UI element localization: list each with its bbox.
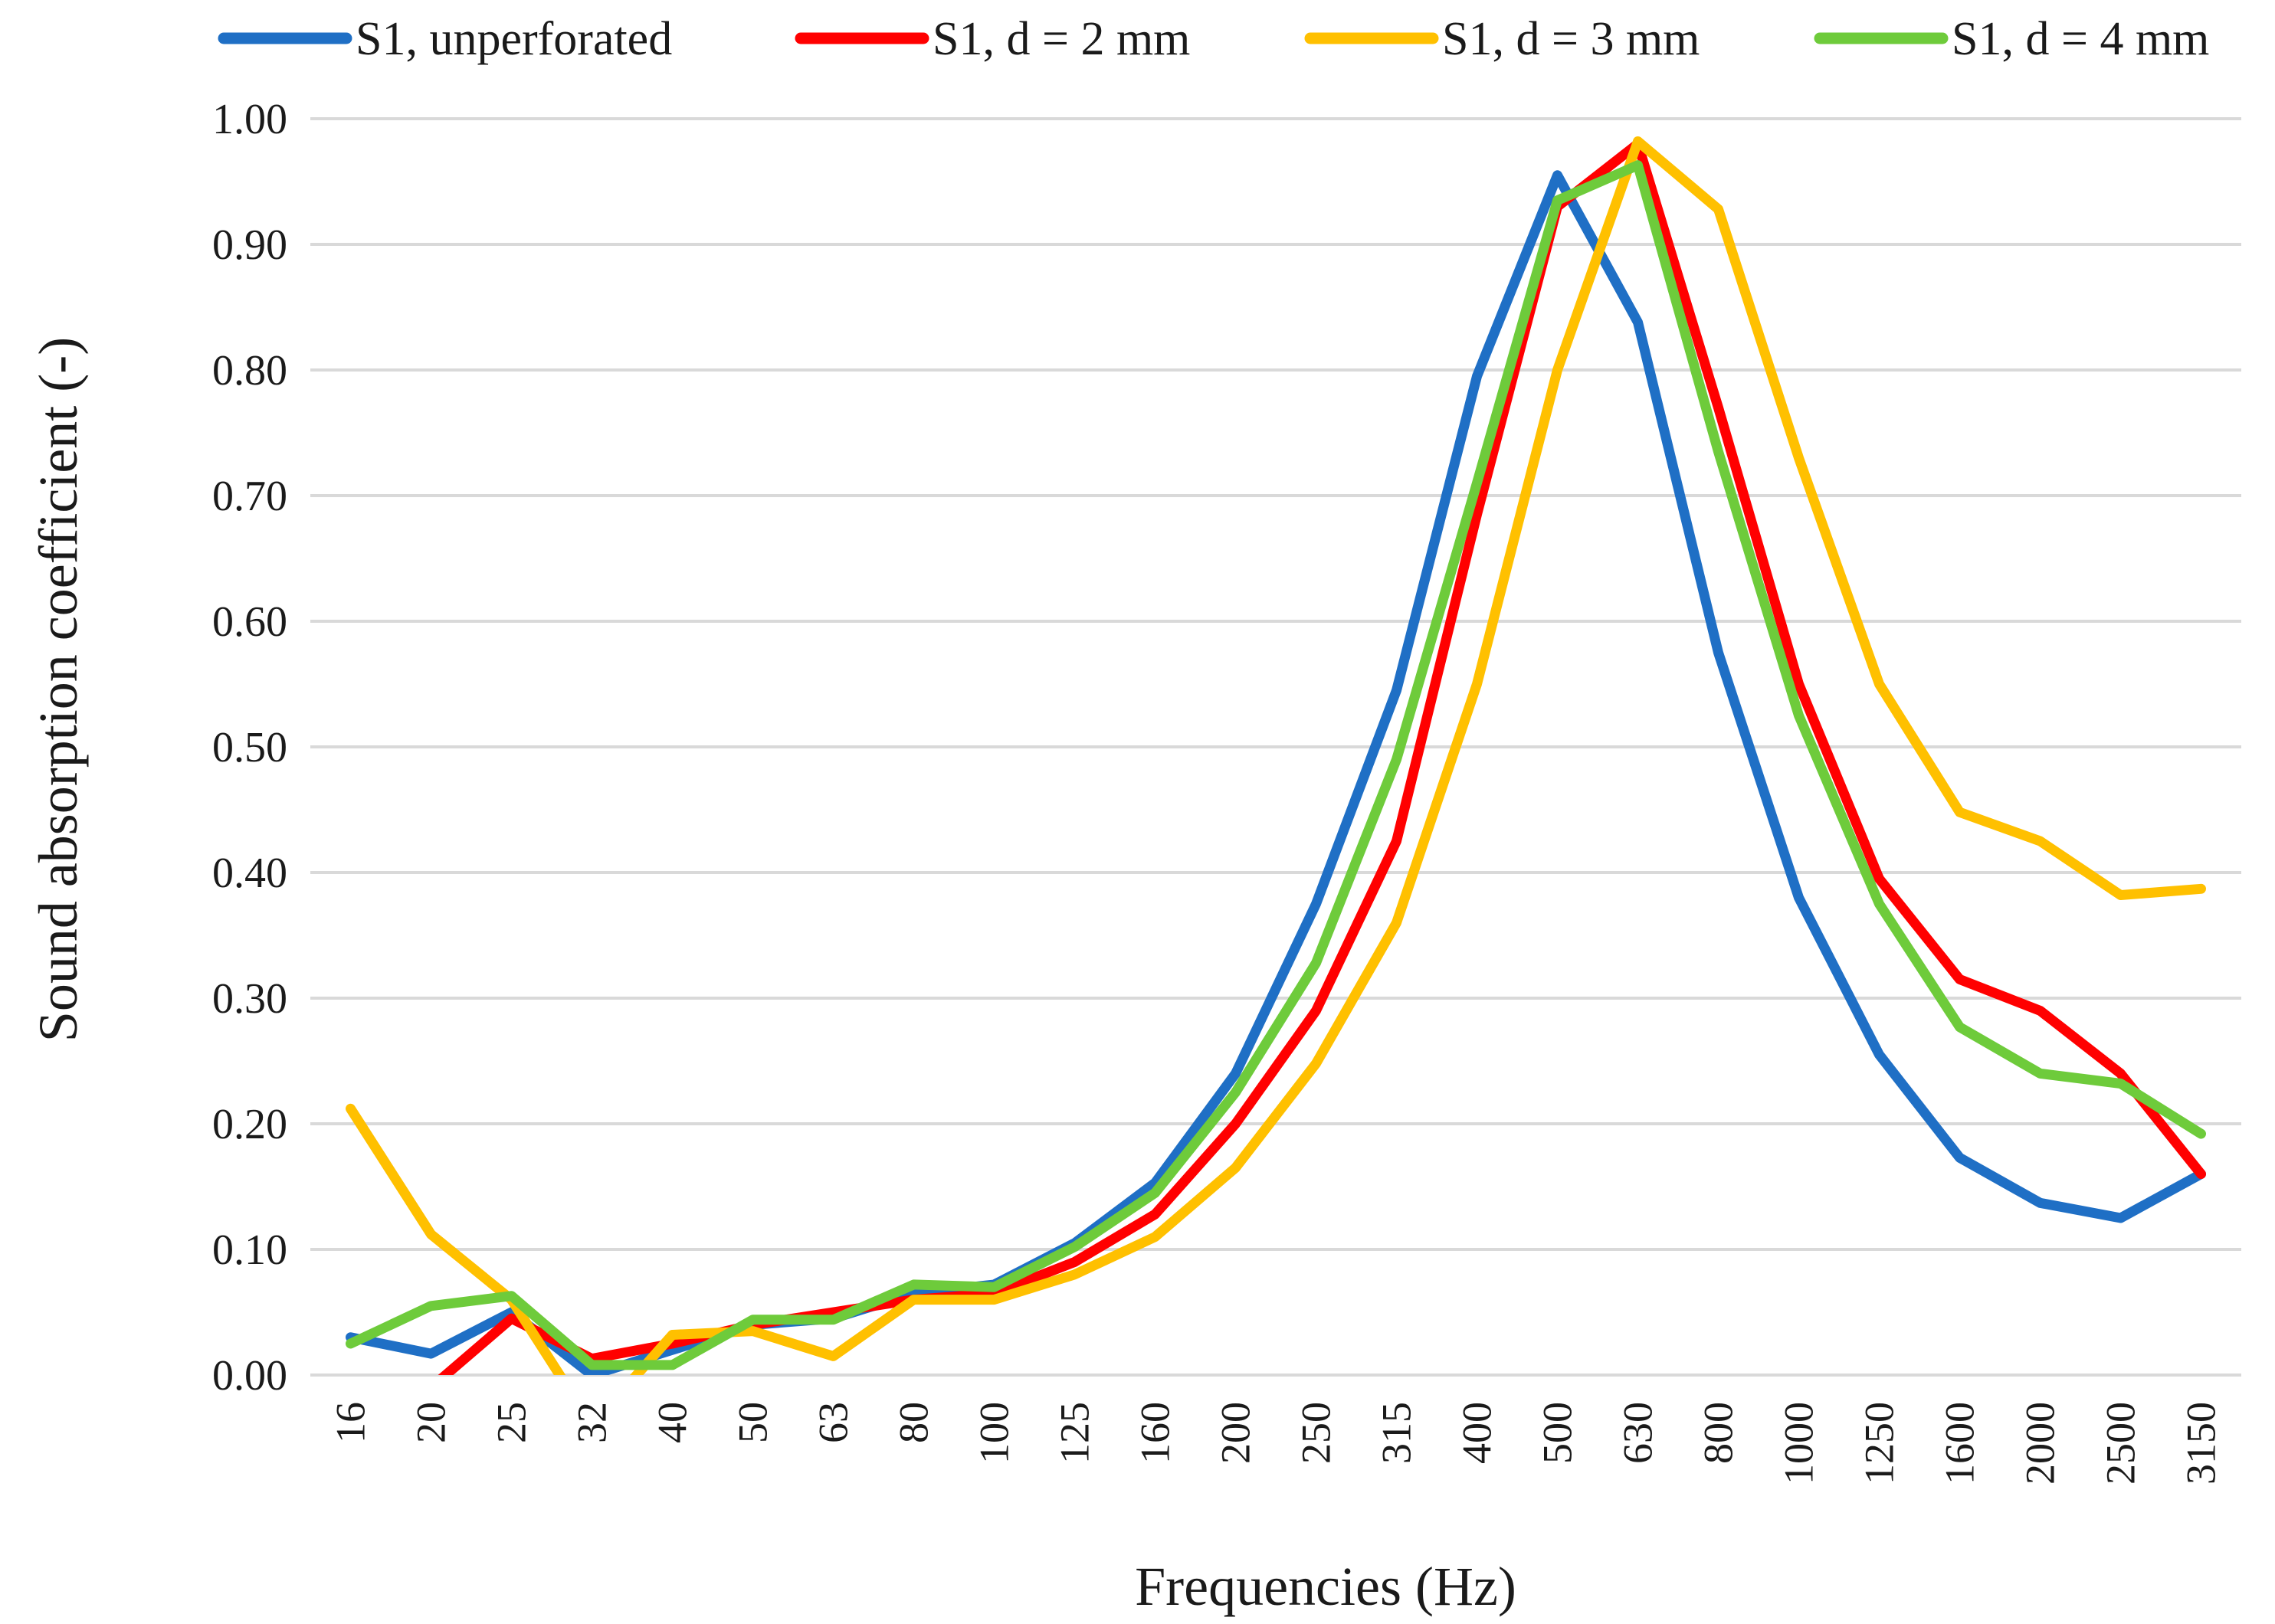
x-tick-label: 1000	[1776, 1402, 1822, 1485]
x-tick-label: 63	[811, 1402, 857, 1443]
y-tick-label: 0.20	[212, 1101, 287, 1148]
legend: S1, unperforated S1, d = 2 mm S1, d = 3 mm…	[218, 13, 2209, 65]
x-tick-label: 32	[569, 1402, 615, 1443]
y-tick-label: 0.90	[212, 221, 287, 269]
x-tick-label: 500	[1535, 1402, 1581, 1464]
x-tick-label: 315	[1374, 1402, 1420, 1464]
x-tick-label: 400	[1454, 1402, 1500, 1464]
series-line-1	[346, 170, 2206, 1375]
x-tick-label: 2500	[2098, 1402, 2144, 1485]
legend-label-4: S1, d = 4 mm	[1952, 13, 2209, 65]
x-tick-label: 80	[891, 1402, 937, 1443]
y-tick-label: 0.00	[212, 1352, 287, 1400]
x-tick-label: 200	[1213, 1402, 1259, 1464]
y-tick-label: 0.80	[212, 347, 287, 395]
y-tick-label: 0.50	[212, 724, 287, 771]
y-axis-title: Sound absorption coefficient (-)	[28, 337, 89, 1042]
x-tick-label: 50	[730, 1402, 776, 1443]
x-tick-label: 16	[328, 1402, 374, 1443]
x-tick-label: 100	[972, 1402, 1018, 1464]
grid-lines	[310, 117, 2241, 1377]
series-lines	[346, 136, 2206, 1375]
x-tick-label: 125	[1052, 1402, 1098, 1464]
legend-label-1: S1, unperforated	[356, 13, 672, 65]
series-line-3	[346, 136, 2206, 1375]
x-tick-label: 25	[489, 1402, 535, 1443]
y-axis-ticks: 0.00 0.10 0.20 0.30 0.40 0.50 0.60 0.70 0.80 0.90…	[212, 96, 287, 1400]
y-tick-label: 0.30	[212, 975, 287, 1023]
x-tick-label: 800	[1696, 1402, 1742, 1464]
legend-label-2: S1, d = 2 mm	[933, 13, 1190, 65]
x-tick-label: 1250	[1857, 1402, 1903, 1485]
x-tick-label: 20	[408, 1402, 454, 1443]
y-tick-label: 0.10	[212, 1226, 287, 1274]
x-axis-ticks: 16 20 25 32 40 50 63 80 100 125 160 200 250 315 400 500…	[328, 1402, 2224, 1485]
y-tick-label: 0.40	[212, 850, 287, 897]
y-tick-label: 1.00	[212, 96, 287, 143]
x-tick-label: 250	[1293, 1402, 1339, 1464]
legend-label-3: S1, d = 3 mm	[1442, 13, 1700, 65]
series-line-4	[346, 160, 2206, 1370]
x-tick-label: 3150	[2178, 1402, 2224, 1485]
x-tick-label: 1600	[1937, 1402, 1983, 1485]
x-tick-label: 2000	[2018, 1402, 2064, 1485]
x-tick-label: 630	[1615, 1402, 1661, 1464]
x-axis-title: Frequencies (Hz)	[1135, 1556, 1516, 1617]
x-tick-label: 40	[650, 1402, 696, 1443]
x-tick-label: 160	[1133, 1402, 1178, 1464]
y-tick-label: 0.60	[212, 598, 287, 646]
y-tick-label: 0.70	[212, 473, 287, 520]
